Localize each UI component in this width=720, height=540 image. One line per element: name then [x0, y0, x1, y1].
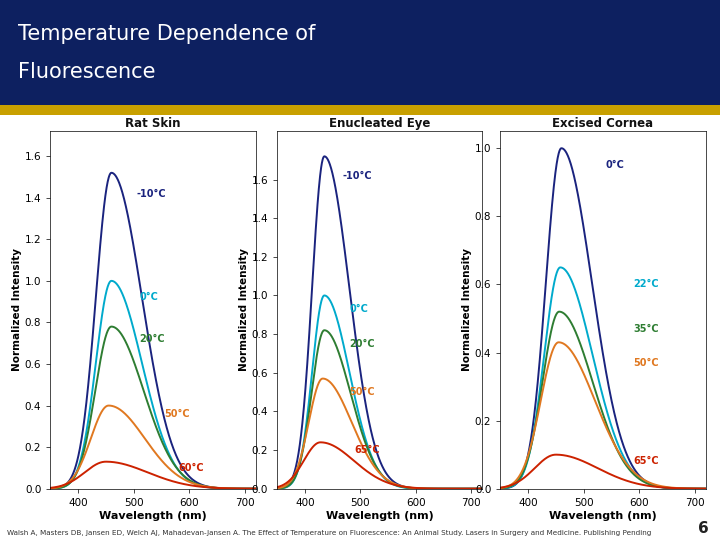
Title: Excised Cornea: Excised Cornea [552, 117, 654, 130]
Text: 50°C: 50°C [164, 409, 189, 419]
X-axis label: Wavelength (nm): Wavelength (nm) [99, 510, 207, 521]
Y-axis label: Normalized Intensity: Normalized Intensity [239, 248, 249, 372]
Text: Fluorescence: Fluorescence [18, 62, 156, 82]
Text: 0°C: 0°C [349, 304, 368, 314]
Text: -10°C: -10°C [343, 171, 372, 181]
Text: 20°C: 20°C [139, 334, 165, 344]
Text: 50°C: 50°C [634, 357, 659, 368]
X-axis label: Wavelength (nm): Wavelength (nm) [549, 510, 657, 521]
Text: 20°C: 20°C [349, 339, 375, 349]
Text: 0°C: 0°C [606, 160, 625, 170]
Text: Temperature Dependence of: Temperature Dependence of [18, 24, 315, 44]
Text: 35°C: 35°C [634, 323, 659, 334]
Text: 65°C: 65°C [355, 445, 380, 455]
Text: 50°C: 50°C [349, 387, 375, 397]
Text: Walsh A, Masters DB, Jansen ED, Welch AJ, Mahadevan-Jansen A. The Effect of Temp: Walsh A, Masters DB, Jansen ED, Welch AJ… [7, 530, 652, 536]
Text: 65°C: 65°C [634, 456, 659, 467]
Title: Rat Skin: Rat Skin [125, 117, 181, 130]
X-axis label: Wavelength (nm): Wavelength (nm) [326, 510, 433, 521]
Text: -10°C: -10°C [136, 188, 166, 199]
Title: Enucleated Eye: Enucleated Eye [329, 117, 431, 130]
Text: 22°C: 22°C [634, 279, 659, 289]
Text: 60°C: 60°C [178, 463, 204, 473]
Y-axis label: Normalized Intensity: Normalized Intensity [12, 248, 22, 372]
Text: 0°C: 0°C [139, 293, 158, 302]
Y-axis label: Normalized Intensity: Normalized Intensity [462, 248, 472, 372]
Text: 6: 6 [698, 521, 709, 536]
